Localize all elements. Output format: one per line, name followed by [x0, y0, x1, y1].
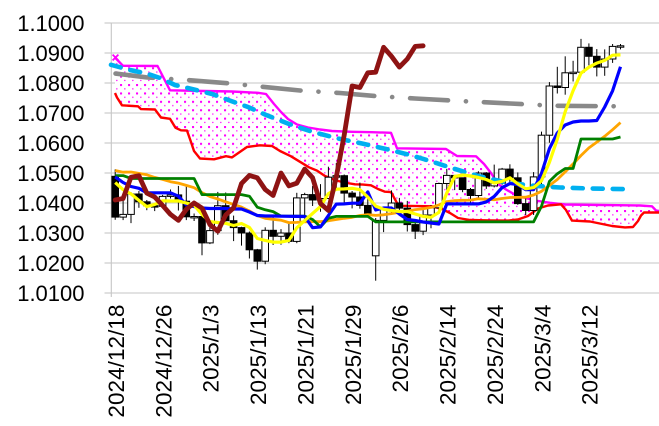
svg-text:2024/12/26: 2024/12/26: [151, 305, 176, 418]
svg-text:2025/1/13: 2025/1/13: [246, 305, 271, 406]
svg-text:1.0400: 1.0400: [17, 191, 84, 216]
svg-text:2025/3/12: 2025/3/12: [578, 305, 603, 406]
svg-text:2025/1/21: 2025/1/21: [294, 305, 319, 406]
svg-text:2025/2/24: 2025/2/24: [483, 305, 508, 406]
svg-text:1.0600: 1.0600: [17, 131, 84, 156]
svg-text:1.1000: 1.1000: [17, 11, 84, 36]
svg-text:1.0700: 1.0700: [17, 101, 84, 126]
svg-text:1.0500: 1.0500: [17, 161, 84, 186]
svg-text:2025/3/4: 2025/3/4: [530, 305, 555, 393]
svg-text:1.0800: 1.0800: [17, 71, 84, 96]
svg-text:2025/2/14: 2025/2/14: [436, 305, 461, 406]
svg-text:1.0300: 1.0300: [17, 221, 84, 246]
svg-text:2024/12/18: 2024/12/18: [104, 305, 129, 418]
svg-text:2025/1/3: 2025/1/3: [199, 305, 224, 393]
svg-text:1.0100: 1.0100: [17, 281, 84, 306]
svg-text:2025/2/6: 2025/2/6: [388, 305, 413, 393]
svg-text:1.0900: 1.0900: [17, 41, 84, 66]
svg-text:1.0200: 1.0200: [17, 251, 84, 276]
svg-text:2025/1/29: 2025/1/29: [341, 305, 366, 406]
